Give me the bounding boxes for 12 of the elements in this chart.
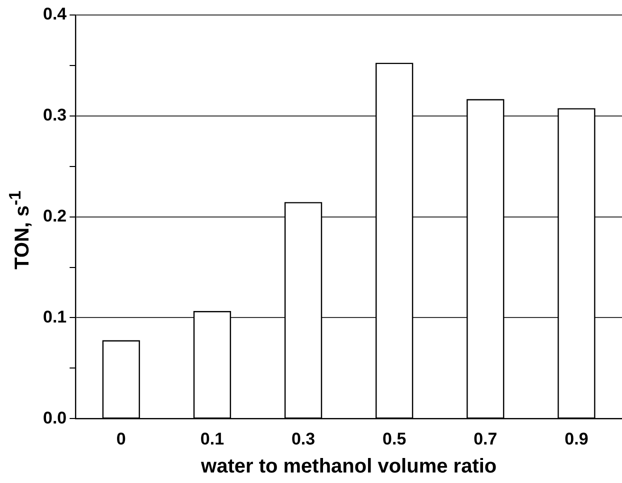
y-tick-label: 0.0 bbox=[42, 408, 67, 428]
y-tick-label: 0.2 bbox=[42, 206, 67, 226]
x-tick-label: 0.5 bbox=[382, 429, 406, 448]
x-tick-label: 0.1 bbox=[200, 429, 224, 448]
y-tick-label: 0.4 bbox=[42, 4, 68, 24]
y-tick-label: 0.3 bbox=[42, 106, 67, 125]
x-tick-label: 0.7 bbox=[474, 429, 498, 448]
x-tick-label: 0 bbox=[116, 429, 126, 448]
y-tick-label: 0.1 bbox=[42, 307, 67, 326]
x-tick-label: 0.3 bbox=[291, 429, 316, 448]
x-axis-title: water to methanol volume ratio bbox=[200, 456, 497, 478]
x-tick-label: 0.9 bbox=[564, 429, 588, 448]
